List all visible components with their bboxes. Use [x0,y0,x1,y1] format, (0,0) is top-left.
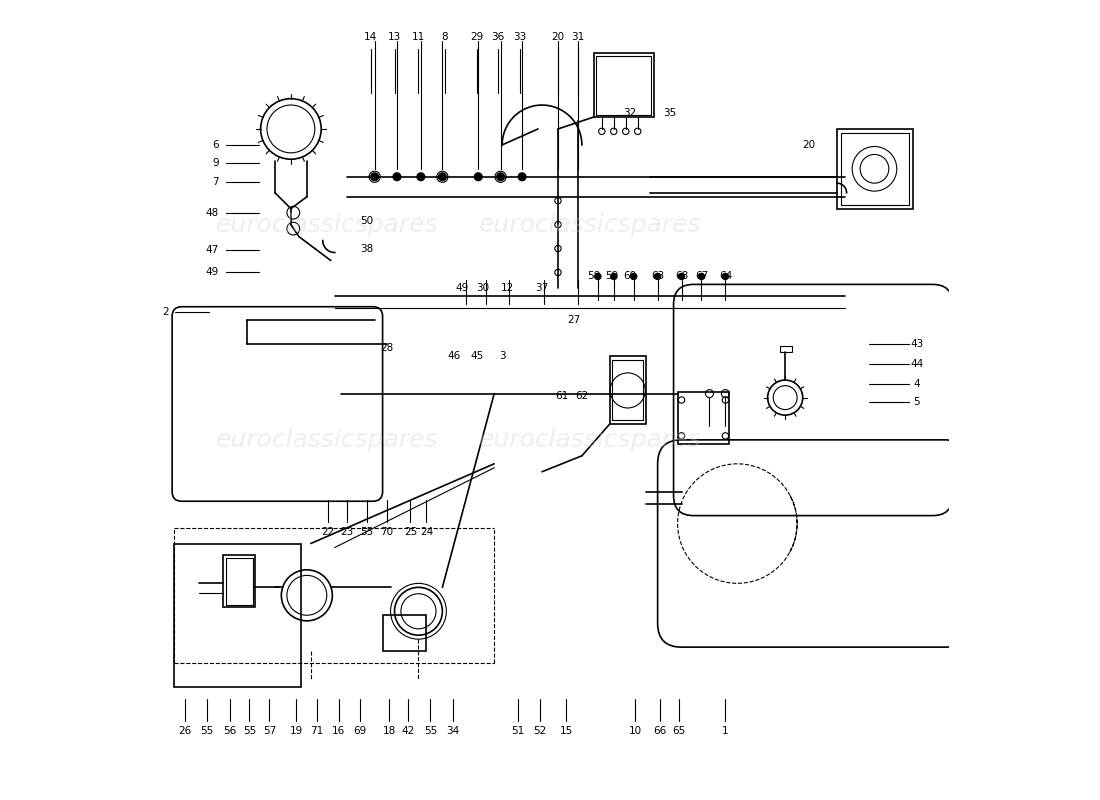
Text: 56: 56 [223,726,236,736]
Text: 71: 71 [310,726,323,736]
Bar [223,555,255,607]
Text: 12: 12 [502,283,515,294]
Text: 16: 16 [332,726,345,736]
Text: 62: 62 [575,391,589,401]
Text: 61: 61 [556,391,569,401]
Bar [842,133,909,205]
Text: 64: 64 [718,271,732,282]
Text: 29: 29 [470,32,483,42]
Text: 25: 25 [404,526,417,537]
Text: 27: 27 [568,315,581,326]
Text: euroclassicspares: euroclassicspares [478,213,701,237]
Text: 63: 63 [651,271,664,282]
Text: 3: 3 [499,351,506,361]
Circle shape [630,274,637,280]
Text: 59: 59 [606,271,619,282]
Text: 26: 26 [178,726,191,736]
Text: 52: 52 [534,726,547,736]
Text: 9: 9 [212,158,219,168]
Text: 43: 43 [910,339,923,349]
Bar [383,615,427,651]
Text: 15: 15 [559,726,573,736]
Text: 69: 69 [353,726,367,736]
Text: 68: 68 [675,271,689,282]
Text: 70: 70 [379,526,393,537]
Text: 31: 31 [571,32,584,42]
Circle shape [371,173,378,181]
Text: 48: 48 [206,208,219,218]
Text: 60: 60 [624,271,636,282]
Text: 11: 11 [411,32,425,42]
Circle shape [679,274,684,280]
Text: 65: 65 [672,726,685,736]
Bar [678,392,729,444]
Text: 18: 18 [383,726,396,736]
Circle shape [439,173,447,181]
Text: 33: 33 [513,32,526,42]
Text: 34: 34 [447,726,460,736]
Text: 4: 4 [913,379,920,389]
Text: 19: 19 [290,726,304,736]
Text: 14: 14 [364,32,377,42]
Circle shape [474,173,482,181]
Circle shape [698,274,705,280]
Circle shape [595,274,601,280]
Text: 47: 47 [206,245,219,255]
Text: 46: 46 [448,351,461,361]
Text: 51: 51 [512,726,525,736]
Bar [609,356,646,424]
Circle shape [518,173,526,181]
Text: 1: 1 [722,726,728,736]
Text: 58: 58 [587,271,601,282]
Text: 28: 28 [379,343,393,353]
Text: euroclassicspares: euroclassicspares [216,213,438,237]
Bar [780,346,792,352]
Text: 38: 38 [360,243,373,254]
Circle shape [496,173,505,181]
Text: 2: 2 [163,307,169,318]
Text: 10: 10 [629,726,642,736]
Bar [226,558,253,605]
Bar [594,54,653,117]
Text: 35: 35 [663,108,676,118]
Text: 49: 49 [206,267,219,278]
Text: 49: 49 [455,283,469,294]
Circle shape [654,274,661,280]
Text: 30: 30 [475,283,488,294]
Bar [174,543,301,687]
Text: 5: 5 [913,397,920,406]
Circle shape [417,173,425,181]
Text: 13: 13 [388,32,401,42]
Text: 42: 42 [402,726,415,736]
Text: 55: 55 [200,726,213,736]
Circle shape [723,274,728,280]
Circle shape [393,173,400,181]
Text: 20: 20 [551,32,564,42]
Text: 7: 7 [212,178,219,187]
Text: euroclassicspares: euroclassicspares [478,428,701,452]
Text: 55: 55 [360,526,373,537]
Text: 50: 50 [360,216,373,226]
Text: 22: 22 [321,526,336,537]
Text: 20: 20 [803,140,816,150]
Text: 45: 45 [470,351,483,361]
Text: 57: 57 [263,726,276,736]
Bar [837,129,913,209]
Text: 66: 66 [653,726,667,736]
Text: 8: 8 [441,32,448,42]
Text: 55: 55 [424,726,437,736]
Text: 67: 67 [695,271,708,282]
Text: 32: 32 [623,108,636,118]
Text: 24: 24 [420,526,433,537]
Bar [596,56,651,114]
Text: 37: 37 [536,283,549,294]
Circle shape [610,274,617,280]
Bar [613,360,644,420]
Text: 6: 6 [212,140,219,150]
Text: 55: 55 [243,726,256,736]
Text: euroclassicspares: euroclassicspares [216,428,438,452]
Text: 36: 36 [492,32,505,42]
Text: 23: 23 [340,526,353,537]
Text: 44: 44 [910,359,923,369]
